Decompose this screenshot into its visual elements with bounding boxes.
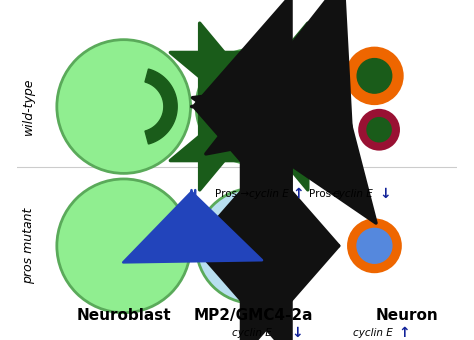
Circle shape xyxy=(212,65,295,148)
Circle shape xyxy=(196,188,311,303)
Text: ↓: ↓ xyxy=(291,326,302,340)
Circle shape xyxy=(357,228,392,263)
Circle shape xyxy=(360,110,399,149)
Text: cyclin E: cyclin E xyxy=(353,328,392,338)
Circle shape xyxy=(57,179,191,313)
Text: MP2/GMC4-2a: MP2/GMC4-2a xyxy=(194,308,313,323)
Text: wild-type: wild-type xyxy=(21,78,35,135)
Text: cyclin E: cyclin E xyxy=(333,189,373,199)
Text: pros mutant: pros mutant xyxy=(21,208,35,284)
Circle shape xyxy=(346,48,402,104)
Text: ↑: ↑ xyxy=(399,326,410,340)
Circle shape xyxy=(367,118,391,142)
Circle shape xyxy=(212,204,295,287)
Text: Neuron: Neuron xyxy=(375,308,438,323)
Circle shape xyxy=(348,220,401,272)
Circle shape xyxy=(196,49,311,164)
Text: cyclin E: cyclin E xyxy=(232,328,272,338)
Circle shape xyxy=(57,40,191,173)
Text: Pros⊣: Pros⊣ xyxy=(310,189,344,199)
Circle shape xyxy=(357,58,392,93)
Text: ↑: ↑ xyxy=(293,187,304,201)
Polygon shape xyxy=(145,69,177,144)
Text: Neuroblast: Neuroblast xyxy=(76,308,171,323)
Text: ↓: ↓ xyxy=(379,187,391,201)
Text: cyclin E: cyclin E xyxy=(249,189,289,199)
Text: Pros →: Pros → xyxy=(215,189,249,199)
